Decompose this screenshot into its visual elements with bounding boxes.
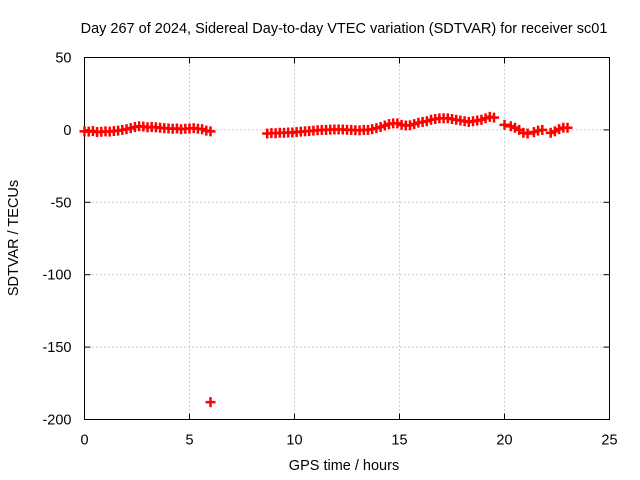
data-point xyxy=(562,122,573,133)
data-point xyxy=(489,112,499,123)
data-point xyxy=(499,119,510,130)
x-tick-label: 15 xyxy=(391,433,407,449)
y-tick-label: 0 xyxy=(63,123,71,139)
axis-ticks: 0 5 10 15 20 25 -200 -150 -100 -50 0 50 xyxy=(42,51,617,449)
x-tick-label: 0 xyxy=(80,433,88,449)
data-point xyxy=(205,397,216,408)
data-point xyxy=(205,126,216,137)
y-tick-label: 50 xyxy=(55,51,71,67)
x-tick-label: 25 xyxy=(601,433,617,449)
x-tick-label: 10 xyxy=(286,433,302,449)
grid xyxy=(84,57,610,420)
x-tick-label: 20 xyxy=(496,433,512,449)
x-tick-label: 5 xyxy=(185,433,193,449)
y-axis-label: SDTVAR / TECUs xyxy=(6,180,22,296)
plot-frame xyxy=(84,57,610,420)
data-points xyxy=(79,111,573,408)
y-tick-label: -200 xyxy=(42,413,71,429)
y-tick-label: -150 xyxy=(42,340,71,356)
y-tick-label: -50 xyxy=(51,195,72,211)
chart-title: Day 267 of 2024, Sidereal Day-to-day VTE… xyxy=(81,21,608,37)
y-tick-label: -100 xyxy=(42,268,71,284)
x-axis-label: GPS time / hours xyxy=(289,458,399,474)
data-point xyxy=(537,124,548,135)
data-point xyxy=(522,128,533,139)
